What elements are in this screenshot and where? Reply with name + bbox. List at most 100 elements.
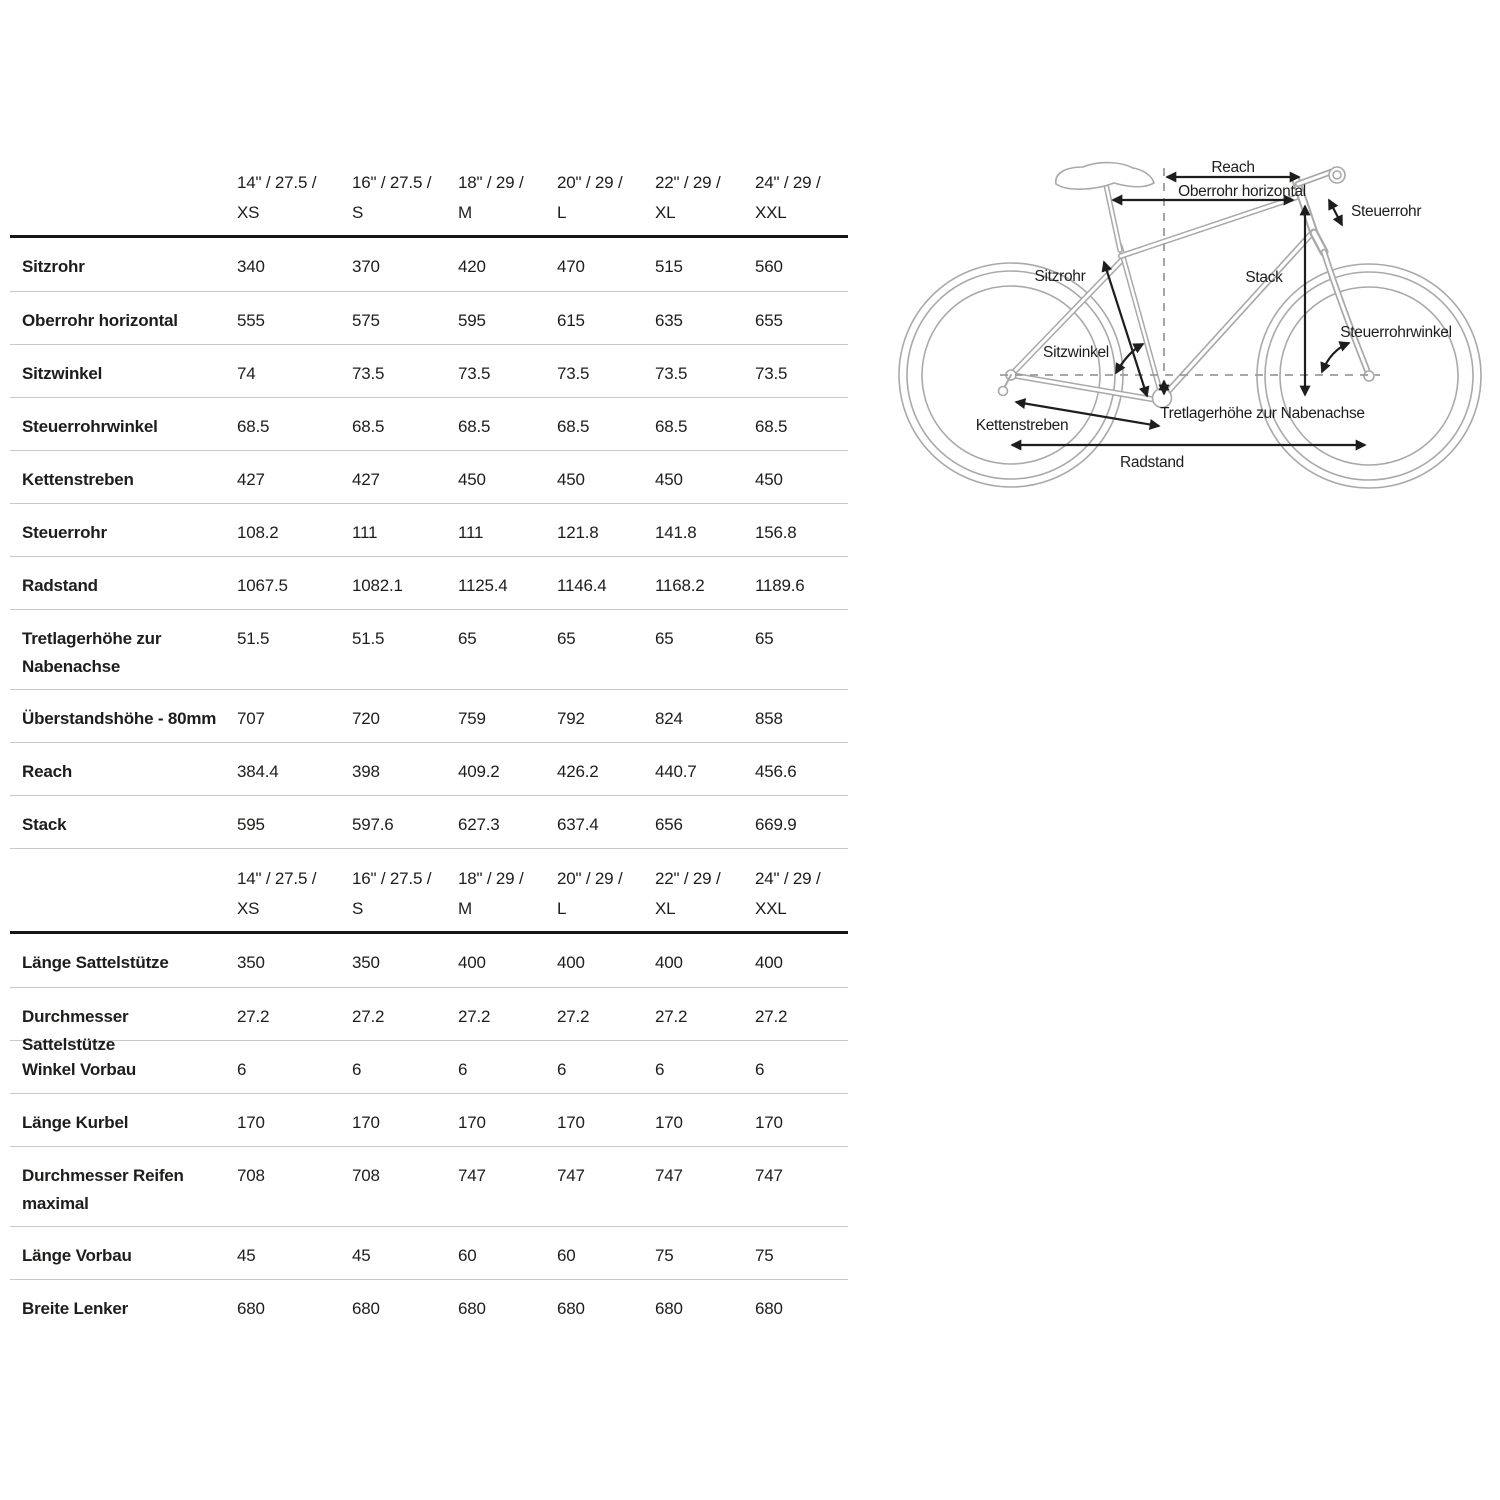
geometry-section: 14" / 27.5 / XS 16" / 27.5 / S 18" / 29 / M 20… [10, 160, 848, 848]
row-value: 792 [557, 709, 585, 728]
size-header-code: S [352, 203, 364, 222]
row-value: 370 [352, 257, 380, 276]
label-stack: Stack [1245, 269, 1283, 286]
row-label: Steuerrohrwinkel [22, 417, 158, 436]
row-value: 68.5 [557, 417, 590, 436]
size-header-code: XL [655, 203, 676, 222]
diagram-labels: Reach Oberrohr horizontal Steuerrohr Sit… [976, 159, 1452, 471]
row-value: 51.5 [237, 629, 270, 648]
row-value: 68.5 [237, 417, 270, 436]
front-axle [1363, 370, 1375, 382]
row-value: 1146.4 [557, 576, 607, 595]
row-value: 27.2 [352, 1007, 385, 1026]
row-value: 515 [655, 257, 683, 276]
row-value: 170 [458, 1113, 486, 1132]
size-header-dim: 24" / 29 / [755, 869, 821, 888]
corner-cell [10, 160, 237, 235]
size-header-dim: 20" / 29 / [557, 869, 623, 888]
table-row: Durchmesser Sattelstütze 27.2 27.2 27.2 27.2… [10, 987, 848, 1054]
table-row: Steuerrohr 108.2 111 111 121.8 141.8 156.8 [10, 503, 848, 556]
row-value: 27.2 [655, 1007, 688, 1026]
row-value: 759 [458, 709, 486, 728]
table-row: Länge Kurbel 170 170 170 170 170 170 [10, 1093, 848, 1146]
size-header-code: L [557, 203, 567, 222]
row-value: 456.6 [755, 762, 797, 781]
row-value: 595 [458, 311, 486, 330]
row-label: Stack [22, 815, 67, 834]
label-reach: Reach [1211, 159, 1254, 176]
row-value: 1189.6 [755, 576, 805, 595]
row-value: 350 [352, 953, 380, 972]
row-label: Sitzwinkel [22, 364, 103, 383]
row-value: 655 [755, 311, 783, 330]
size-header: 22" / 29 / XL [655, 160, 755, 235]
row-value: 627.3 [458, 815, 500, 834]
row-label: Durchmesser Sattelstütze [22, 1007, 129, 1054]
row-value: 1082.1 [352, 576, 403, 595]
table-row: Tretlagerhöhe zur Nabenachse 51.5 51.5 65 65… [10, 609, 848, 689]
table-row: Radstand 1067.5 1082.1 1125.4 1146.4 1168.2 11… [10, 556, 848, 609]
table-row: Länge Vorbau 45 45 60 60 75 75 [10, 1226, 848, 1279]
size-header-dim: 14" / 27.5 / [237, 869, 317, 888]
measurement-arrows [1010, 171, 1367, 451]
row-value: 597.6 [352, 815, 394, 834]
row-value: 73.5 [352, 364, 385, 383]
size-header: 18" / 29 / M [458, 160, 557, 235]
steuerrohrwinkel-arc [1320, 341, 1351, 374]
row-value: 747 [755, 1166, 783, 1185]
corner-cell [10, 849, 237, 931]
label-steuerrohr: Steuerrohr [1351, 203, 1421, 220]
table-row: Sitzwinkel 74 73.5 73.5 73.5 73.5 73.5 [10, 344, 848, 397]
row-value: 680 [755, 1299, 783, 1318]
row-value: 170 [755, 1113, 783, 1132]
row-value: 637.4 [557, 815, 599, 834]
size-header-dim: 22" / 29 / [655, 869, 721, 888]
row-value: 400 [557, 953, 585, 972]
row-value: 340 [237, 257, 265, 276]
row-value: 450 [458, 470, 486, 489]
row-value: 6 [655, 1060, 665, 1079]
row-value: 1067.5 [237, 576, 288, 595]
size-header-row: 14" / 27.5 / XS 16" / 27.5 / S 18" / 29 / M 20… [10, 848, 848, 934]
size-header-dim: 22" / 29 / [655, 173, 721, 192]
row-label: Reach [22, 762, 73, 781]
bike-geometry-diagram: Reach Oberrohr horizontal Steuerrohr Sit… [890, 140, 1500, 550]
size-header-dim: 14" / 27.5 / [237, 173, 317, 192]
label-steuerrohrwinkel: Steuerrohrwinkel [1340, 324, 1452, 341]
row-value: 45 [237, 1246, 256, 1265]
row-value: 27.2 [755, 1007, 788, 1026]
size-header: 22" / 29 / XL [655, 849, 755, 931]
row-value: 170 [352, 1113, 380, 1132]
rear-derailleur [997, 385, 1009, 397]
row-value: 747 [557, 1166, 585, 1185]
row-value: 6 [237, 1060, 247, 1079]
row-value: 680 [458, 1299, 486, 1318]
row-value: 350 [237, 953, 265, 972]
row-value: 858 [755, 709, 783, 728]
size-header-code: XS [237, 899, 260, 918]
table-row: Breite Lenker 680 680 680 680 680 680 [10, 1279, 848, 1332]
row-value: 27.2 [557, 1007, 590, 1026]
row-value: 111 [458, 523, 484, 542]
size-header-code: S [352, 899, 364, 918]
size-header: 14" / 27.5 / XS [237, 160, 352, 235]
front-wheel [1256, 263, 1482, 489]
row-value: 575 [352, 311, 380, 330]
label-radstand: Radstand [1120, 454, 1184, 471]
table-row: Kettenstreben 427 427 450 450 450 450 [10, 450, 848, 503]
row-value: 669.9 [755, 815, 797, 834]
table-row: Winkel Vorbau 6 6 6 6 6 6 [10, 1040, 848, 1093]
size-header-code: XXL [755, 899, 787, 918]
row-label: Radstand [22, 576, 98, 595]
row-label: Tretlagerhöhe zur Nabenachse [22, 629, 162, 676]
row-value: 680 [352, 1299, 380, 1318]
row-value: 170 [557, 1113, 585, 1132]
saddle [1055, 161, 1155, 190]
row-value: 65 [655, 629, 674, 648]
row-value: 635 [655, 311, 683, 330]
row-value: 427 [237, 470, 265, 489]
row-value: 75 [755, 1246, 774, 1265]
row-value: 470 [557, 257, 585, 276]
row-value: 121.8 [557, 523, 599, 542]
row-value: 420 [458, 257, 486, 276]
